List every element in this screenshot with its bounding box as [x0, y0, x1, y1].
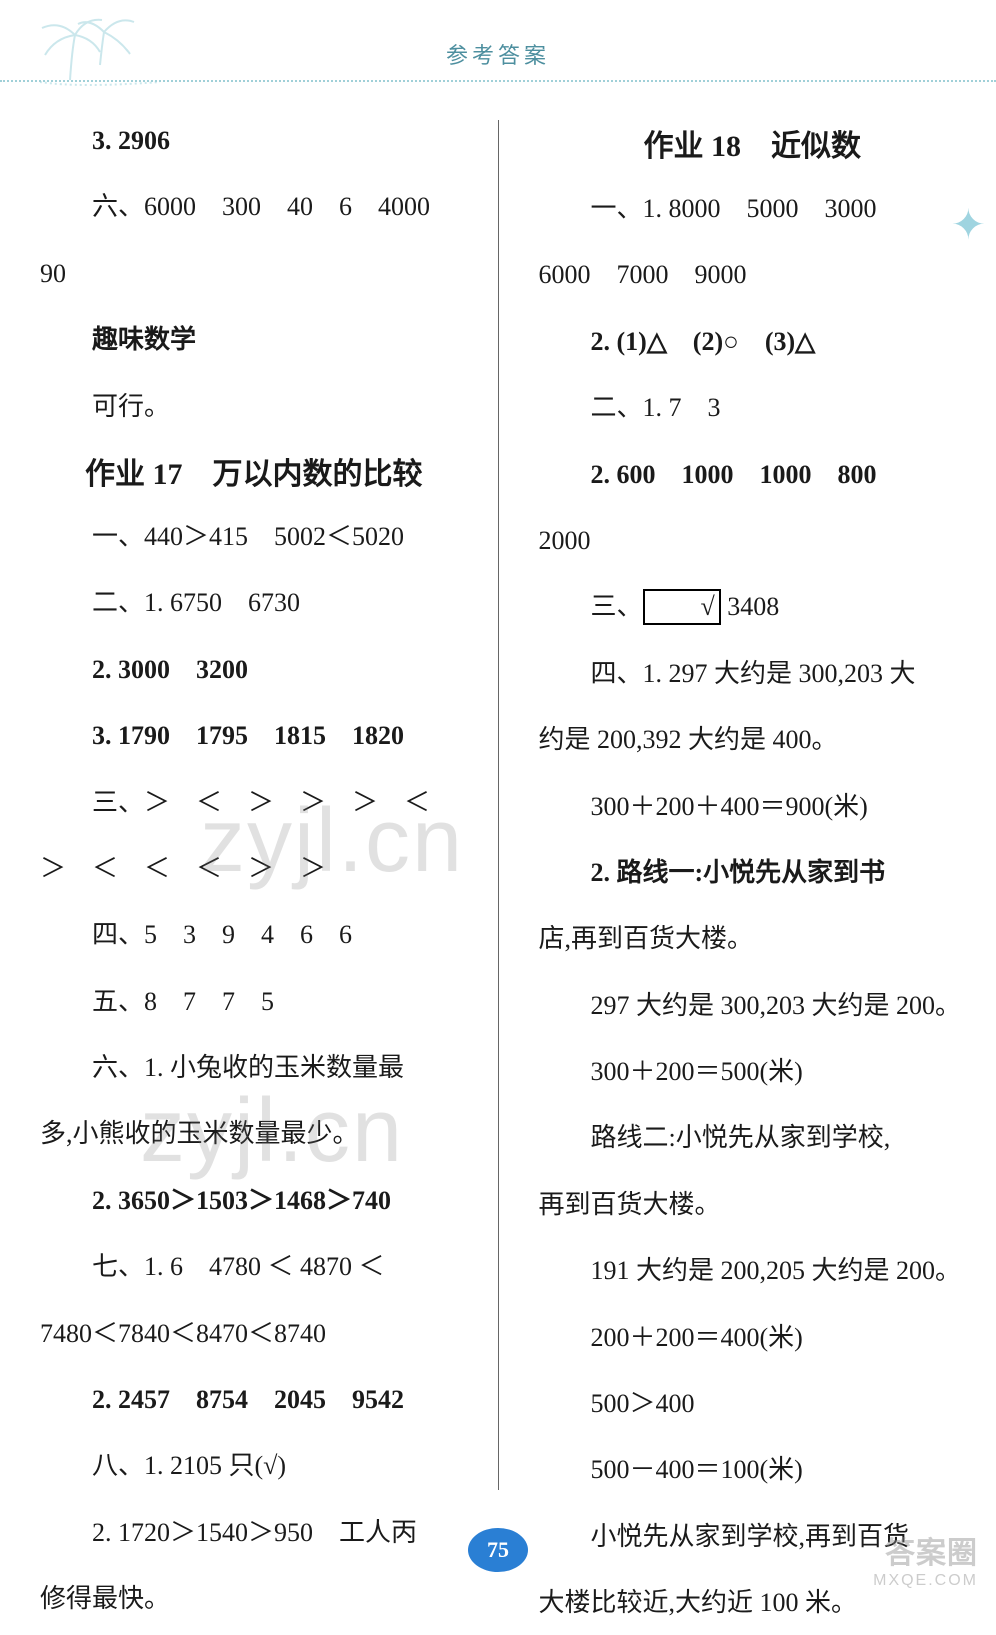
footer-logo-text: 答案圈	[873, 1528, 978, 1572]
answer-line: 200＋200＝400(米)	[539, 1307, 967, 1369]
answer-line: ＞ ＜ ＜ ＜ ＞ ＞	[40, 838, 468, 900]
header-divider	[0, 80, 996, 82]
answer-line: 再到百货大楼。	[539, 1174, 967, 1236]
answer-line: 三、√ 3408	[539, 576, 967, 638]
answer-line: 6000 7000 9000	[539, 244, 967, 306]
answer-line: 可行。	[40, 376, 468, 438]
answer-line: 六、6000 300 40 6 4000	[40, 176, 468, 238]
section-title-17: 作业 17 万以内数的比较	[40, 448, 468, 502]
page: 参考答案 ✦ 3. 2906 六、6000 300 40 6 4000 90 趣…	[0, 0, 996, 1600]
answer-line: 约是 200,392 大约是 400。	[539, 709, 967, 771]
footer-logo-url: MXQE.COM	[873, 1572, 978, 1590]
answer-line: 趣味数学	[40, 309, 468, 371]
page-header-title: 参考答案	[0, 38, 996, 70]
answer-line: 500－400＝100(米)	[539, 1439, 967, 1501]
answer-line: 2. 3000 3200	[40, 639, 468, 701]
answer-line: 300＋200＝500(米)	[539, 1041, 967, 1103]
answer-line: 一、1. 8000 5000 3000	[539, 178, 967, 240]
answer-line: 7480＜7840＜8470＜8740	[40, 1303, 468, 1365]
answer-line: 八、1. 2105 只(√)	[40, 1435, 468, 1497]
answer-line: 3. 2906	[40, 110, 468, 172]
answer-line: 路线二:小悦先从家到学校,	[539, 1107, 967, 1169]
answer-line: 2000	[539, 510, 967, 572]
answer-line: 四、5 3 9 4 6 6	[40, 904, 468, 966]
section-title-18: 作业 18 近似数	[539, 120, 967, 174]
content-area: 3. 2906 六、6000 300 40 6 4000 90 趣味数学 可行。…	[0, 100, 996, 1510]
answer-line: 2. 600 1000 1000 800	[539, 444, 967, 506]
answer-line: 二、1. 7 3	[539, 377, 967, 439]
answer-line: 修得最快。	[40, 1568, 468, 1630]
footer-logo: 答案圈 MXQE.COM	[873, 1528, 978, 1590]
answer-line: 191 大约是 200,205 大约是 200。	[539, 1240, 967, 1302]
answer-line: 多,小熊收的玉米数量最少。	[40, 1103, 468, 1165]
text: 三、	[591, 592, 643, 621]
answer-line: 一、440＞415 5002＜5020	[40, 506, 468, 568]
answer-line: 2. (1)△ (2)○ (3)△	[539, 311, 967, 373]
answer-line: 300＋200＋400＝900(米)	[539, 776, 967, 838]
answer-line: 2. 1720＞1540＞950 工人丙	[40, 1502, 468, 1564]
boxed-check: √	[643, 589, 721, 624]
answer-line: 二、1. 6750 6730	[40, 572, 468, 634]
answer-line: 297 大约是 300,203 大约是 200。	[539, 975, 967, 1037]
answer-line: 三、＞ ＜ ＞ ＞ ＞ ＜	[40, 772, 468, 834]
text: 3408	[721, 592, 780, 621]
answer-line: 五、8 7 7 5	[40, 971, 468, 1033]
right-column: 作业 18 近似数 一、1. 8000 5000 3000 6000 7000 …	[499, 100, 996, 1510]
answer-line: 四、1. 297 大约是 300,203 大	[539, 643, 967, 705]
page-number-badge: 75	[468, 1528, 528, 1572]
left-column: 3. 2906 六、6000 300 40 6 4000 90 趣味数学 可行。…	[0, 100, 498, 1510]
answer-line: 店,再到百货大楼。	[539, 908, 967, 970]
answer-line: 3. 1790 1795 1815 1820	[40, 705, 468, 767]
answer-line: 2. 2457 8754 2045 9542	[40, 1369, 468, 1431]
answer-line: 2. 3650＞1503＞1468＞740	[40, 1170, 468, 1232]
answer-line: 500＞400	[539, 1373, 967, 1435]
answer-line: 2. 路线一:小悦先从家到书	[539, 842, 967, 904]
answer-line: 六、1. 小兔收的玉米数量最	[40, 1037, 468, 1099]
answer-line: 90	[40, 243, 468, 305]
answer-line: 七、1. 6 4780 ＜ 4870 ＜	[40, 1236, 468, 1298]
